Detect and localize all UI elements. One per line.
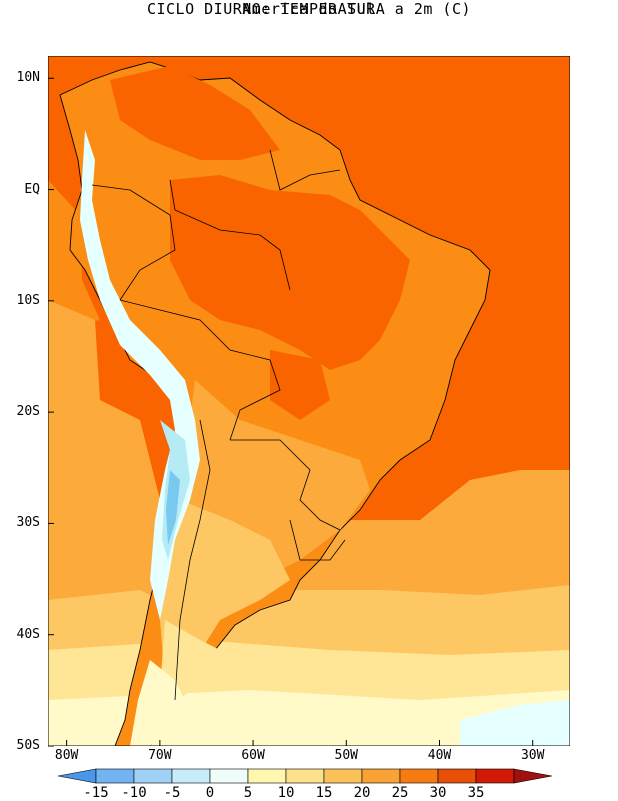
colorbar-segment bbox=[95, 768, 135, 784]
colorbar-label: -5 bbox=[163, 785, 181, 801]
colorbar-label: 20 bbox=[353, 785, 371, 801]
andes-coldest-zone bbox=[166, 470, 180, 545]
colorbar-segment bbox=[323, 768, 363, 784]
colorbar-label: 10 bbox=[277, 785, 295, 801]
colorbar-segment bbox=[475, 768, 515, 784]
lat-tick-label: 30S bbox=[16, 515, 40, 531]
ocean-0-band bbox=[460, 700, 570, 746]
colorbar-segment bbox=[513, 768, 553, 784]
map-title: CICLO DIURNO: TEMPERATURA a 2m (C) bbox=[146, 0, 472, 18]
lat-tick-label: EQ bbox=[24, 181, 40, 197]
colorbar-label: 5 bbox=[243, 785, 253, 801]
colorbar bbox=[57, 768, 553, 784]
colorbar-segment bbox=[57, 768, 97, 784]
colorbar-label: 0 bbox=[205, 785, 215, 801]
lat-tick-label: 40S bbox=[16, 626, 40, 642]
lon-tick-label: 30W bbox=[520, 748, 545, 763]
lon-tick-label: 40W bbox=[427, 748, 452, 763]
caribbean-hot-zone bbox=[110, 66, 280, 160]
colorbar-label: -10 bbox=[121, 785, 147, 801]
lon-tick-label: 70W bbox=[148, 748, 172, 763]
lat-tick-label: 50S bbox=[16, 738, 40, 753]
south-15-zone bbox=[160, 500, 290, 680]
pantanal-hot-zone bbox=[270, 350, 330, 420]
country-borders bbox=[91, 149, 346, 701]
colorbar-segment bbox=[399, 768, 439, 784]
colorbar-segment bbox=[209, 768, 249, 784]
lon-tick-label: 50W bbox=[334, 748, 359, 763]
colorbar-label: 35 bbox=[467, 785, 485, 801]
colorbar-segment bbox=[361, 768, 401, 784]
colorbar-label: 25 bbox=[391, 785, 409, 801]
patagonia-5-zone bbox=[130, 660, 185, 746]
map-area bbox=[48, 56, 570, 746]
colorbar-label: -15 bbox=[83, 785, 109, 801]
colorbar-segment bbox=[285, 768, 325, 784]
colorbar-label: 15 bbox=[315, 785, 333, 801]
map-subtitle: America do Sul bbox=[242, 0, 376, 18]
lat-tick-label: 20S bbox=[16, 404, 40, 420]
colorbar-label: 30 bbox=[429, 785, 447, 801]
lat-tick-label: 10S bbox=[16, 292, 40, 308]
lon-tick-label: 80W bbox=[54, 748, 79, 763]
lat-tick-label: 10N bbox=[16, 70, 40, 86]
lon-tick-label: 60W bbox=[241, 748, 265, 763]
colorbar-segment bbox=[171, 768, 211, 784]
colorbar-segment bbox=[247, 768, 287, 784]
colorbar-segment bbox=[133, 768, 173, 784]
axis-ticks bbox=[48, 77, 534, 747]
amazon-hot-zone bbox=[170, 175, 410, 370]
colorbar-segment bbox=[437, 768, 477, 784]
